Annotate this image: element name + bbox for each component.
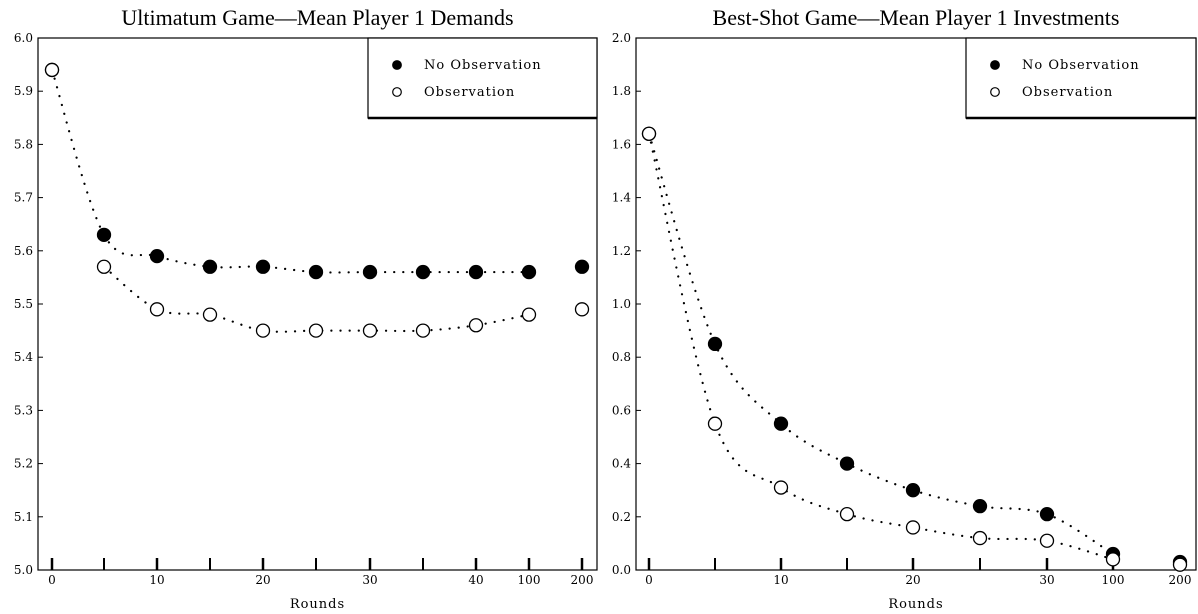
data-point-no-observation (773, 416, 789, 431)
x-tick-label: 10 (149, 573, 164, 587)
y-tick-label: 5.5 (14, 297, 33, 311)
legend-label-1: Observation (424, 85, 515, 100)
best-shot-chart: Best-Shot Game—Mean Player 1 Investments… (612, 5, 1197, 612)
y-tick-label: 0.4 (612, 457, 631, 471)
data-point-observation (1105, 552, 1121, 567)
y-tick-label: 0.8 (612, 350, 631, 364)
x-tick-label: 0 (48, 573, 56, 587)
y-tick-label: 5.8 (14, 137, 33, 151)
y-tick-label: 6.0 (14, 31, 33, 45)
y-tick-label: 5.0 (14, 563, 33, 577)
data-point-observation (574, 302, 590, 317)
data-point-observation (773, 480, 789, 495)
y-tick-label: 0.6 (612, 403, 631, 417)
y-tick-label: 0.0 (612, 563, 631, 577)
data-point-observation (905, 520, 921, 535)
data-point-observation (149, 302, 165, 317)
x-tick-label: 20 (255, 573, 270, 587)
legend-label-0: No Observation (1022, 58, 1140, 73)
legend-label-1: Observation (1022, 85, 1113, 100)
y-tick-label: 5.6 (14, 244, 33, 258)
x-tick-label: 10 (773, 573, 788, 587)
y-tick-label: 5.4 (14, 350, 33, 364)
data-point-no-observation (839, 456, 855, 471)
x-tick-label: 40 (468, 573, 483, 587)
y-tick-label: 2.0 (612, 31, 631, 45)
data-point-no-observation (308, 264, 324, 280)
y-tick-label: 1.0 (612, 297, 631, 311)
y-tick-label: 1.2 (612, 244, 631, 258)
chart-title: Ultimatum Game—Mean Player 1 Demands (121, 5, 513, 30)
chart-title: Best-Shot Game—Mean Player 1 Investments (713, 5, 1120, 30)
data-point-observation (415, 323, 431, 338)
data-point-no-observation (521, 264, 537, 280)
data-point-observation (641, 126, 657, 141)
data-point-observation (1039, 533, 1055, 548)
data-point-no-observation (362, 264, 378, 280)
data-point-no-observation (905, 483, 921, 498)
data-point-no-observation (468, 264, 484, 280)
y-tick-label: 5.1 (14, 510, 33, 524)
data-point-observation (202, 307, 218, 322)
data-point-no-observation (96, 227, 112, 242)
x-tick-label: 200 (1169, 573, 1192, 587)
data-point-observation (44, 62, 60, 78)
legend-box (367, 37, 598, 119)
series-trend-line-1 (102, 265, 531, 333)
data-point-observation (96, 259, 112, 274)
y-tick-label: 5.9 (14, 84, 33, 98)
legend-marker-1 (990, 87, 1000, 97)
data-point-no-observation (707, 336, 723, 352)
data-point-no-observation (574, 259, 590, 274)
data-point-observation (707, 416, 723, 431)
legend-marker-0 (392, 60, 402, 70)
y-tick-label: 5.3 (14, 403, 33, 417)
x-tick-label: 30 (1039, 573, 1054, 587)
data-point-no-observation (202, 259, 218, 274)
x-tick-label: 100 (518, 573, 541, 587)
x-axis-label: Rounds (888, 597, 943, 612)
data-point-observation (521, 307, 537, 322)
legend-marker-0 (990, 60, 1000, 70)
x-tick-label: 200 (571, 573, 594, 587)
x-tick-label: 20 (905, 573, 920, 587)
y-tick-label: 5.7 (14, 191, 33, 205)
data-point-observation (972, 530, 988, 546)
data-point-observation (1172, 557, 1188, 572)
legend-marker-1 (392, 87, 402, 97)
data-point-observation (362, 323, 378, 338)
data-point-no-observation (255, 259, 271, 274)
y-tick-label: 5.2 (14, 457, 33, 471)
legend-label-0: No Observation (424, 58, 542, 73)
data-point-no-observation (149, 248, 165, 264)
data-point-no-observation (1039, 506, 1055, 522)
x-axis-label: Rounds (290, 597, 345, 612)
data-point-observation (255, 323, 271, 338)
y-tick-label: 0.2 (612, 510, 631, 524)
x-tick-label: 100 (1102, 573, 1125, 587)
ultimatum-chart: Ultimatum Game—Mean Player 1 Demands 5.0 5… (14, 5, 598, 612)
y-tick-label: 1.4 (612, 191, 631, 205)
data-point-observation (308, 323, 324, 338)
x-tick-label: 0 (645, 573, 653, 587)
data-point-no-observation (972, 499, 988, 514)
data-point-observation (839, 506, 855, 522)
data-point-no-observation (415, 264, 431, 280)
y-tick-label: 1.6 (612, 137, 631, 151)
data-point-observation (468, 318, 484, 333)
legend-box (965, 37, 1197, 119)
y-tick-label: 1.8 (612, 84, 631, 98)
x-tick-label: 30 (362, 573, 377, 587)
